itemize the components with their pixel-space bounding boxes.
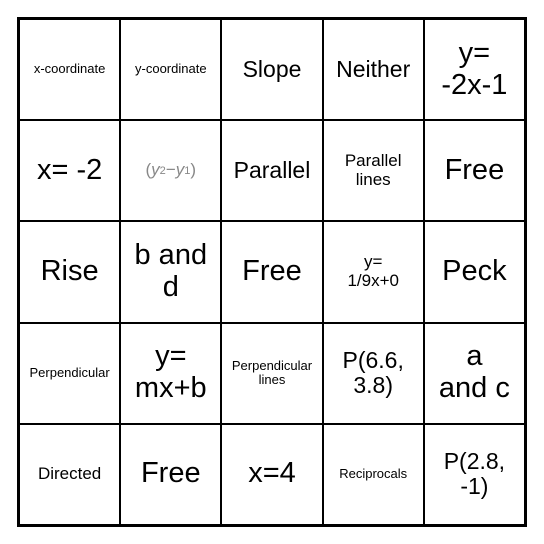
cell-2-1[interactable]: b andd	[120, 221, 221, 322]
cell-0-1[interactable]: y-coordinate	[120, 19, 221, 120]
cell-4-3[interactable]: Reciprocals	[323, 424, 424, 525]
cell-3-2[interactable]: Perpendicularlines	[221, 323, 322, 424]
cell-4-2[interactable]: x=4	[221, 424, 322, 525]
cell-3-0[interactable]: Perpendicular	[19, 323, 120, 424]
bingo-grid: x-coordinatey-coordinateSlopeNeithery=-2…	[17, 17, 527, 527]
cell-0-4[interactable]: y=-2x-1	[424, 19, 525, 120]
cell-2-4[interactable]: Peck	[424, 221, 525, 322]
cell-2-2[interactable]: Free	[221, 221, 322, 322]
cell-0-3[interactable]: Neither	[323, 19, 424, 120]
cell-3-3[interactable]: P(6.6,3.8)	[323, 323, 424, 424]
cell-4-4[interactable]: P(2.8,-1)	[424, 424, 525, 525]
cell-3-1[interactable]: y=mx+b	[120, 323, 221, 424]
cell-1-1[interactable]: ( y2 − y1 )	[120, 120, 221, 221]
cell-0-0[interactable]: x-coordinate	[19, 19, 120, 120]
cell-2-3[interactable]: y=1/9x+0	[323, 221, 424, 322]
cell-1-2[interactable]: Parallel	[221, 120, 322, 221]
cell-4-0[interactable]: Directed	[19, 424, 120, 525]
cell-1-3[interactable]: Parallellines	[323, 120, 424, 221]
cell-0-2[interactable]: Slope	[221, 19, 322, 120]
cell-4-1[interactable]: Free	[120, 424, 221, 525]
cell-3-4[interactable]: aand c	[424, 323, 525, 424]
cell-2-0[interactable]: Rise	[19, 221, 120, 322]
cell-1-0[interactable]: x= -2	[19, 120, 120, 221]
cell-1-4[interactable]: Free	[424, 120, 525, 221]
